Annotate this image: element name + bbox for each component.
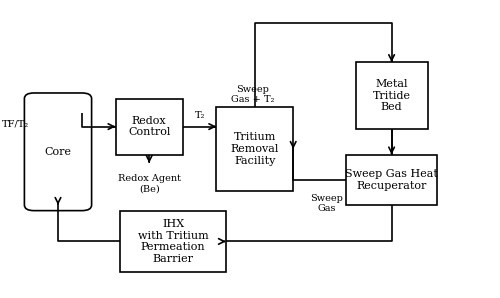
Text: Sweep
Gas + T₂: Sweep Gas + T₂ xyxy=(230,85,274,104)
FancyBboxPatch shape xyxy=(346,155,437,205)
FancyBboxPatch shape xyxy=(216,107,293,191)
Text: Redox
Control: Redox Control xyxy=(128,116,170,137)
Text: Metal
Tritide
Bed: Metal Tritide Bed xyxy=(372,79,410,112)
Text: T₂: T₂ xyxy=(194,111,205,119)
Text: Tritium
Removal
Facility: Tritium Removal Facility xyxy=(230,132,279,166)
Text: TF/T₂: TF/T₂ xyxy=(2,119,29,128)
FancyBboxPatch shape xyxy=(24,93,92,211)
Text: Core: Core xyxy=(44,147,72,157)
Text: Sweep
Gas: Sweep Gas xyxy=(310,194,343,213)
Text: Redox Agent
(Be): Redox Agent (Be) xyxy=(118,174,180,194)
FancyBboxPatch shape xyxy=(116,99,183,155)
Text: IHX
with Tritium
Permeation
Barrier: IHX with Tritium Permeation Barrier xyxy=(138,219,208,264)
FancyBboxPatch shape xyxy=(120,211,226,272)
FancyBboxPatch shape xyxy=(356,62,428,129)
Text: Sweep Gas Heat
Recuperator: Sweep Gas Heat Recuperator xyxy=(345,169,438,191)
